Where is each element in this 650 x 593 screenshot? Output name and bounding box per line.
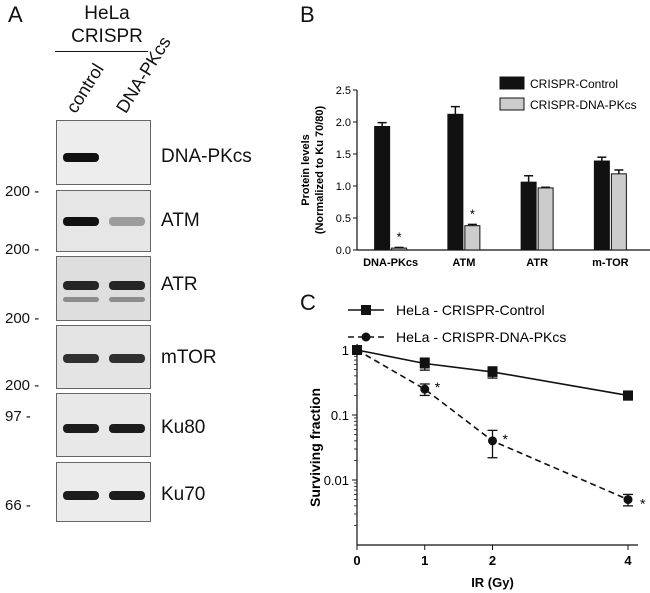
data-point-square <box>487 366 498 377</box>
bar-chart-protein-levels: 0.0 0.5 1.0 1.5 2.0 2.5 Protein levels (Normali… <box>300 76 650 269</box>
y-axis-label-line1: Protein levels <box>300 134 312 206</box>
significance-star: * <box>640 496 646 512</box>
y-tick-label: 2.0 <box>336 117 351 129</box>
blot-protein-label: DNA-PKcs <box>161 146 252 167</box>
legend-marker-square <box>361 305 371 315</box>
y-tick-label: 2.5 <box>336 85 351 97</box>
legend-swatch <box>499 97 525 111</box>
blot-strip-ku70 <box>56 462 151 522</box>
blot-band <box>109 354 145 363</box>
legend-swatch <box>499 76 525 90</box>
x-axis-label: IR (Gy) <box>471 575 514 590</box>
blot-band <box>109 491 145 500</box>
y-tick-label: 0.1 <box>331 408 349 423</box>
y-axis-label: Protein levels (Normalized to Ku 70/80) <box>300 105 326 234</box>
blot-protein-label: Ku80 <box>161 417 206 438</box>
significance-star: * <box>435 379 441 395</box>
panel-a-letter: A <box>8 2 23 27</box>
data-point-circle <box>488 436 497 446</box>
bar-dna-pkcs <box>537 187 554 251</box>
y-tick-label: 1.5 <box>336 149 351 161</box>
x-tick-label: ATM <box>452 257 475 269</box>
blot-strip-atm <box>56 190 151 252</box>
bar-control <box>520 181 537 251</box>
blot-band <box>109 424 145 433</box>
y-tick-label: 1 <box>342 343 349 358</box>
blot-band-faint <box>63 297 99 302</box>
blot-band <box>63 281 99 290</box>
blot-protein-label: ATM <box>161 210 200 231</box>
panel-b-letter: B <box>300 2 315 27</box>
blot-mw-marker: 200 - <box>5 377 40 394</box>
bar-control <box>447 113 464 251</box>
blot-band <box>63 491 99 500</box>
legend-label: HeLa - CRISPR-DNA-PKcs <box>396 329 566 345</box>
blot-title-line1: HeLa <box>84 3 130 24</box>
blot-band <box>109 217 145 226</box>
bar-dna-pkcs <box>464 225 481 251</box>
significance-star: * <box>397 229 402 244</box>
blot-title-line2: CRISPR <box>71 26 143 47</box>
blot-strip-mtor <box>56 325 151 389</box>
line-chart-surviving-fraction: 1 0.1 0.01 0 1 2 4 IR (Gy) Surviving fraction * * *… <box>307 302 646 590</box>
x-tick-label: 4 <box>624 553 632 568</box>
y-tick-label: 1.0 <box>336 181 351 193</box>
data-point-square <box>419 358 430 369</box>
x-tick-label: 2 <box>489 553 496 568</box>
x-tick-label: m-TOR <box>592 257 629 269</box>
legend-label: CRISPR-Control <box>530 77 618 91</box>
y-axis-label: Surviving fraction <box>307 388 323 507</box>
bar-dna-pkcs <box>610 173 627 251</box>
blot-band-faint <box>109 297 145 302</box>
blot-strip-ku80 <box>56 393 151 457</box>
data-point-circle <box>623 495 633 505</box>
x-tick-label: ATR <box>526 257 548 269</box>
significance-star: * <box>503 431 509 447</box>
data-point-square <box>623 390 633 401</box>
blot-band <box>63 153 99 162</box>
blot-mw-marker: 200 - <box>5 183 40 200</box>
y-tick-label: 0.5 <box>336 213 351 225</box>
y-axis-label-line2: (Normalized to Ku 70/80) <box>314 105 326 234</box>
blot-protein-label: Ku70 <box>161 484 206 505</box>
x-tick-label: DNA-PKcs <box>363 257 418 269</box>
blot-protein-label: mTOR <box>161 347 217 368</box>
panel-c-letter: C <box>300 290 316 315</box>
blot-band <box>63 424 99 433</box>
blot-strip-dna-pkcs <box>56 120 151 185</box>
blot-mw-marker: 97 - <box>5 408 31 425</box>
y-tick-label: 0.0 <box>336 245 351 257</box>
blot-mw-marker: 200 - <box>5 241 40 258</box>
significance-star: * <box>470 206 475 221</box>
blot-band <box>63 217 99 226</box>
blot-band <box>63 354 99 363</box>
blot-strip-atr <box>56 256 151 321</box>
bar-control <box>593 160 610 251</box>
bar-control <box>374 125 391 251</box>
legend-label: HeLa - CRISPR-Control <box>396 302 545 318</box>
data-point-circle <box>420 384 430 394</box>
x-tick-label: 0 <box>353 553 360 568</box>
blot-protein-label: ATR <box>161 274 198 295</box>
series-line-control <box>356 349 629 397</box>
data-point-circle <box>352 345 362 355</box>
series-line-dna-pkcs <box>356 349 629 501</box>
blot-title-rule <box>55 51 148 52</box>
blot-mw-marker: 200 - <box>5 310 40 327</box>
legend-label: CRISPR-DNA-PKcs <box>530 98 637 112</box>
y-tick-label: 0.01 <box>324 473 349 488</box>
blot-title: HeLa CRISPR <box>52 2 162 48</box>
x-tick-label: 1 <box>421 553 428 568</box>
bar-dna-pkcs <box>391 247 408 251</box>
legend-marker-circle <box>361 332 371 342</box>
blot-mw-marker: 66 - <box>5 497 31 514</box>
blot-band <box>109 281 145 290</box>
